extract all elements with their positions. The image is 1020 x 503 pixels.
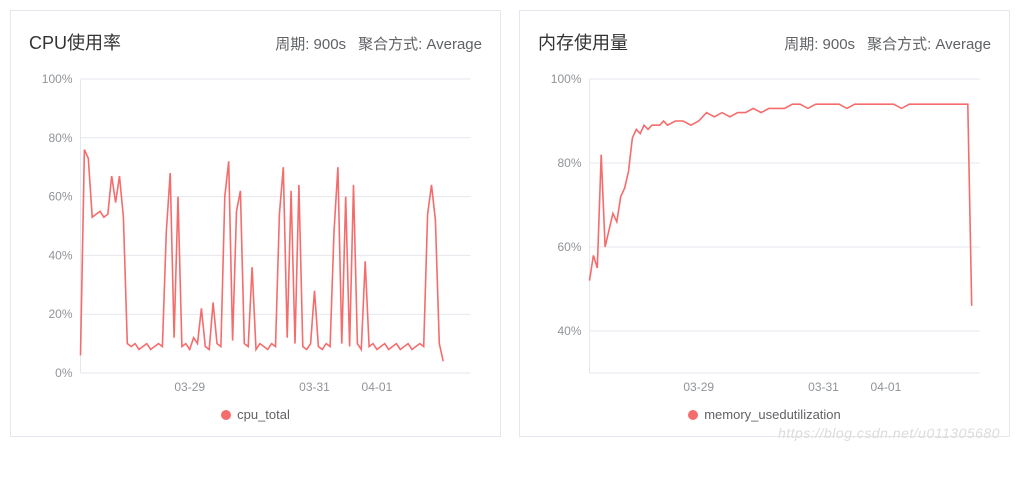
cpu-legend: cpu_total — [29, 407, 482, 422]
memory-title: 内存使用量 — [538, 29, 628, 55]
memory-chart-wrap: 40% 60% 80% 100% 03-29 03-31 04-01 — [538, 69, 991, 399]
cpu-panel: CPU使用率 周期: 900s 聚合方式: Average 0% 20% 40% 60… — [10, 10, 501, 437]
svg-text:03-29: 03-29 — [174, 380, 205, 394]
cpu-panel-header: CPU使用率 周期: 900s 聚合方式: Average — [29, 29, 482, 55]
memory-meta: 周期: 900s 聚合方式: Average — [784, 33, 991, 54]
svg-text:03-29: 03-29 — [683, 380, 714, 394]
memory-legend: memory_usedutilization — [538, 407, 991, 422]
svg-text:40%: 40% — [48, 248, 72, 262]
svg-text:100%: 100% — [42, 72, 73, 86]
cpu-chart-wrap: 0% 20% 40% 60% 80% 100% 03-29 03-31 04-01 — [29, 69, 482, 399]
svg-text:80%: 80% — [557, 156, 581, 170]
memory-panel: 内存使用量 周期: 900s 聚合方式: Average 40% 60% 80% 10… — [519, 10, 1010, 437]
memory-legend-dot — [688, 410, 698, 420]
cpu-title: CPU使用率 — [29, 29, 121, 55]
cpu-legend-dot — [221, 410, 231, 420]
cpu-meta: 周期: 900s 聚合方式: Average — [275, 33, 482, 54]
svg-text:100%: 100% — [551, 72, 582, 86]
memory-legend-label: memory_usedutilization — [704, 407, 841, 422]
memory-period-label: 周期: 900s — [784, 33, 855, 54]
svg-text:04-01: 04-01 — [362, 380, 393, 394]
cpu-period-label: 周期: 900s — [275, 33, 346, 54]
svg-text:04-01: 04-01 — [871, 380, 902, 394]
cpu-agg-label: 聚合方式: Average — [358, 33, 482, 54]
cpu-legend-label: cpu_total — [237, 407, 290, 422]
memory-chart[interactable]: 40% 60% 80% 100% 03-29 03-31 04-01 — [538, 69, 991, 399]
svg-text:03-31: 03-31 — [808, 380, 839, 394]
svg-text:60%: 60% — [557, 240, 581, 254]
svg-text:03-31: 03-31 — [299, 380, 330, 394]
svg-text:60%: 60% — [48, 190, 72, 204]
cpu-chart[interactable]: 0% 20% 40% 60% 80% 100% 03-29 03-31 04-01 — [29, 69, 482, 399]
memory-agg-label: 聚合方式: Average — [867, 33, 991, 54]
svg-text:0%: 0% — [55, 366, 73, 380]
svg-text:20%: 20% — [48, 307, 72, 321]
panels-row: CPU使用率 周期: 900s 聚合方式: Average 0% 20% 40% 60… — [10, 10, 1010, 437]
memory-panel-header: 内存使用量 周期: 900s 聚合方式: Average — [538, 29, 991, 55]
svg-text:40%: 40% — [557, 324, 581, 338]
svg-text:80%: 80% — [48, 131, 72, 145]
